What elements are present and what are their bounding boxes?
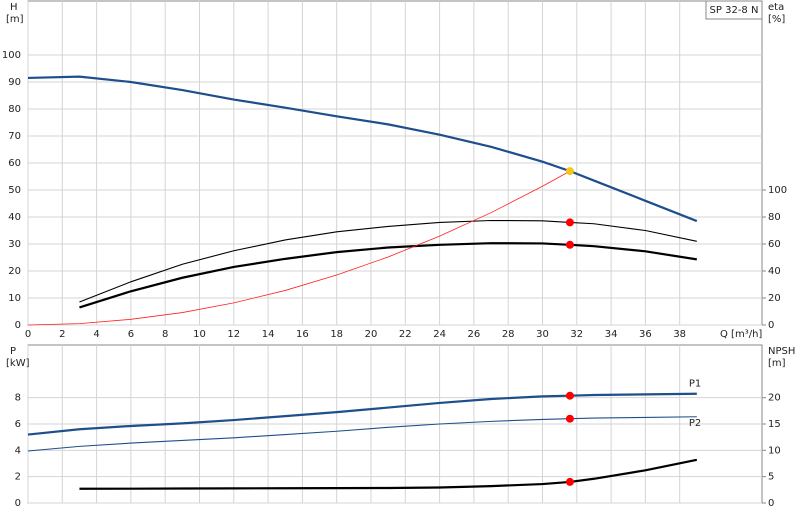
- x-tick-label: 28: [502, 329, 515, 340]
- y-tick-label: 0: [15, 320, 21, 331]
- y-tick-label: 2: [15, 472, 21, 483]
- y-tick-label: 4: [15, 445, 21, 456]
- operating-point: [565, 477, 574, 486]
- y2-tick-label: 15: [768, 419, 781, 430]
- x-tick-label: 14: [262, 329, 275, 340]
- y-tick-label: 10: [8, 293, 21, 304]
- y-tick-label: 70: [8, 131, 21, 142]
- operating-point: [565, 391, 574, 400]
- y-tick-label: 20: [8, 266, 21, 277]
- x-tick-label: 18: [330, 329, 343, 340]
- y-tick-label: 50: [8, 185, 21, 196]
- x-tick-label: 4: [93, 329, 99, 340]
- x-tick-label: 22: [399, 329, 412, 340]
- x-tick-label: 30: [536, 329, 549, 340]
- y2-tick-label: 20: [768, 393, 781, 404]
- y-tick-label: 60: [8, 158, 21, 169]
- y2-tick-label: 20: [768, 293, 781, 304]
- series-line: [27, 75, 698, 223]
- y-tick-label: 0: [15, 498, 21, 509]
- y-axis-label: H: [10, 2, 18, 13]
- y2-axis-label: eta: [768, 2, 784, 13]
- x-tick-label: 36: [639, 329, 652, 340]
- y2-tick-label: 10: [768, 445, 781, 456]
- x-tick-label: 20: [365, 329, 378, 340]
- y2-axis-unit: [%]: [768, 14, 785, 25]
- y-tick-label: 30: [8, 239, 21, 250]
- x-tick-label: 38: [673, 329, 686, 340]
- y-tick-label: 90: [8, 77, 21, 88]
- y-tick-label: 40: [8, 212, 21, 223]
- y2-tick-label: 60: [768, 239, 781, 250]
- x-tick-label: 10: [193, 329, 206, 340]
- operating-point: [565, 240, 574, 249]
- series-label: P1: [689, 379, 701, 390]
- operating-point: [565, 218, 574, 227]
- x-tick-label: 24: [433, 329, 446, 340]
- x-tick-label: 26: [468, 329, 481, 340]
- y2-tick-label: 0: [768, 320, 774, 331]
- y-tick-label: 100: [2, 50, 21, 61]
- y-tick-label: 6: [15, 419, 21, 430]
- series-label: P2: [689, 418, 701, 429]
- y-tick-label: 80: [8, 104, 21, 115]
- y-axis-label: P: [10, 346, 16, 357]
- operating-point: [565, 167, 574, 176]
- series-line: [27, 392, 697, 436]
- y2-tick-label: 0: [768, 498, 774, 509]
- y2-tick-label: 5: [768, 472, 774, 483]
- series-line: [79, 219, 697, 303]
- y2-tick-label: 40: [768, 266, 781, 277]
- y2-tick-label: 100: [768, 185, 787, 196]
- y2-axis-unit: [m]: [768, 358, 786, 369]
- y-axis-unit: [kW]: [6, 358, 30, 369]
- x-tick-label: 8: [162, 329, 168, 340]
- x-tick-label: 32: [570, 329, 583, 340]
- chart-title: SP 32-8 N: [710, 5, 759, 16]
- series-line: [27, 170, 571, 326]
- x-tick-label: 12: [227, 329, 240, 340]
- x-tick-label: 6: [128, 329, 134, 340]
- x-tick-label: 34: [605, 329, 618, 340]
- y-tick-label: 8: [15, 393, 21, 404]
- series-line: [79, 458, 698, 490]
- x-tick-label: 0: [25, 329, 31, 340]
- x-tick-label: 2: [59, 329, 65, 340]
- x-axis-label: Q [m³/h]: [720, 329, 762, 340]
- y-axis-unit: [m]: [6, 14, 24, 25]
- x-tick-label: 16: [296, 329, 309, 340]
- y2-axis-label: NPSH: [768, 346, 795, 357]
- title-box: [705, 0, 763, 20]
- y2-tick-label: 80: [768, 212, 781, 223]
- series-line: [27, 416, 697, 452]
- operating-point: [565, 414, 574, 423]
